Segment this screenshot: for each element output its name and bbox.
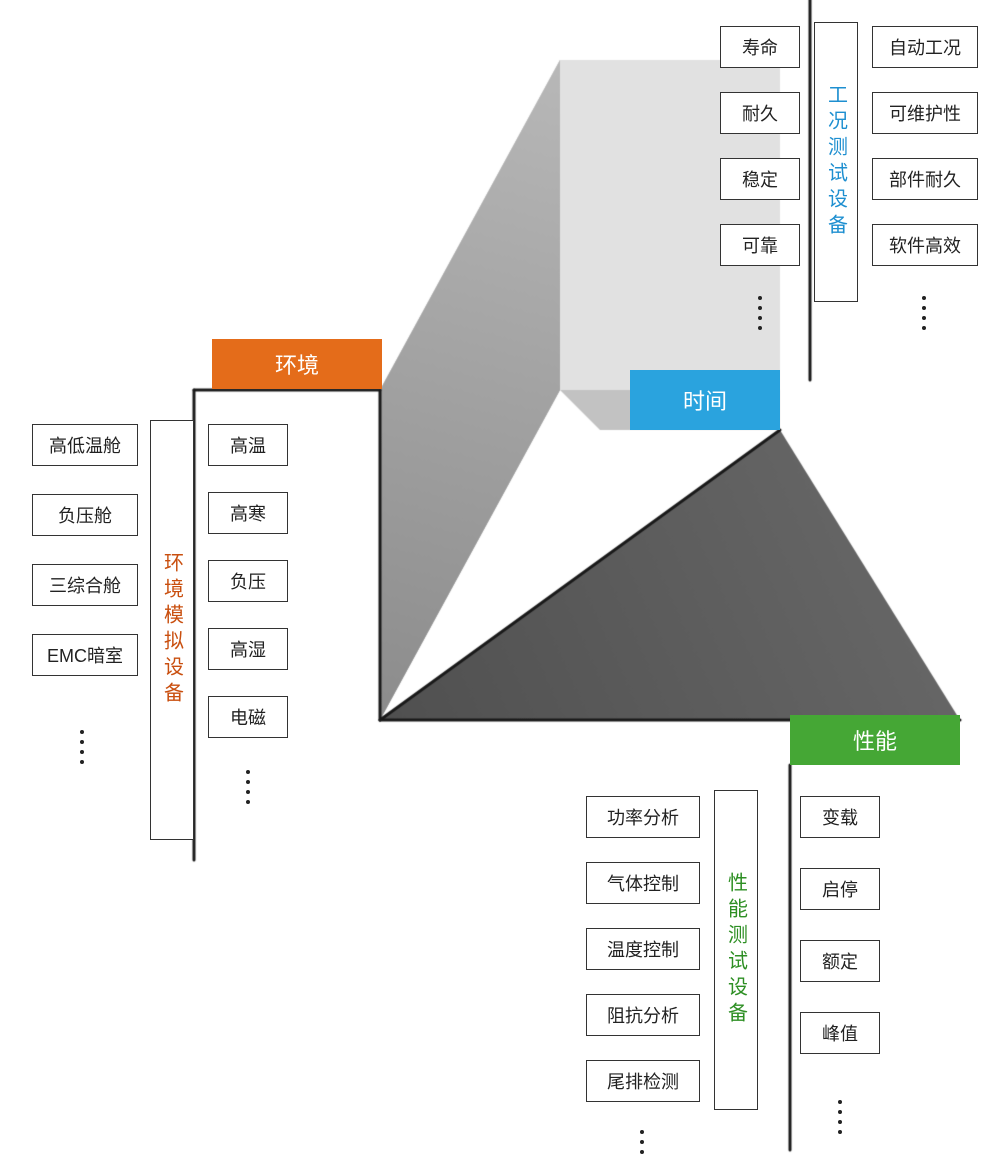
- env-equip-item: 三综合舱: [32, 564, 138, 606]
- ellipsis-dots: [246, 770, 250, 804]
- perf-left-item: 温度控制: [586, 928, 700, 970]
- time-left-item: 耐久: [720, 92, 800, 134]
- time-right-item: 部件耐久: [872, 158, 978, 200]
- perf-equipment-title: 性能测试设备: [714, 790, 758, 1110]
- perf-left-item: 尾排检测: [586, 1060, 700, 1102]
- time-equipment-title: 工况测试设备: [814, 22, 858, 302]
- perf-left-item: 气体控制: [586, 862, 700, 904]
- perf-right-item: 变载: [800, 796, 880, 838]
- env-equip-item: EMC暗室: [32, 634, 138, 676]
- ellipsis-dots: [640, 1130, 644, 1160]
- time-right-item: 可维护性: [872, 92, 978, 134]
- axis-label-perf: 性能: [790, 715, 960, 765]
- env-param-item: 高寒: [208, 492, 288, 534]
- env-param-item: 电磁: [208, 696, 288, 738]
- perf-right-item: 启停: [800, 868, 880, 910]
- axis-label-time: 时间: [630, 370, 780, 430]
- time-right-item: 软件高效: [872, 224, 978, 266]
- ellipsis-dots: [758, 296, 762, 330]
- env-param-item: 负压: [208, 560, 288, 602]
- perf-right-item: 额定: [800, 940, 880, 982]
- env-param-item: 高湿: [208, 628, 288, 670]
- env-equipment-title: 环境模拟设备: [150, 420, 194, 840]
- perf-left-item: 功率分析: [586, 796, 700, 838]
- env-param-item: 高温: [208, 424, 288, 466]
- ellipsis-dots: [838, 1100, 842, 1134]
- ellipsis-dots: [80, 730, 84, 764]
- time-left-item: 可靠: [720, 224, 800, 266]
- time-left-item: 稳定: [720, 158, 800, 200]
- time-left-item: 寿命: [720, 26, 800, 68]
- env-equip-item: 负压舱: [32, 494, 138, 536]
- axis-label-env: 环境: [212, 339, 382, 389]
- ellipsis-dots: [922, 296, 926, 330]
- perf-right-item: 峰值: [800, 1012, 880, 1054]
- time-right-item: 自动工况: [872, 26, 978, 68]
- env-equip-item: 高低温舱: [32, 424, 138, 466]
- perf-left-item: 阻抗分析: [586, 994, 700, 1036]
